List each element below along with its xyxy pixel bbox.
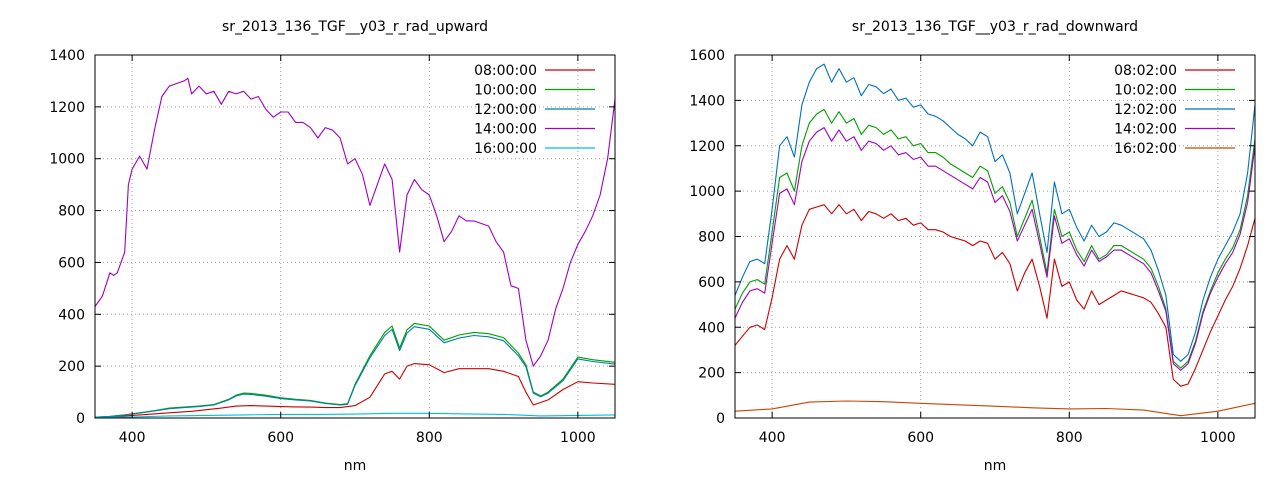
x-tick-label: 400 [759, 430, 786, 446]
downward-radiance-chart: 400 600 800 1000 0 200 400 600 800 1000 1200 1400 16… [689, 19, 1256, 474]
series-line-140200 [735, 127, 1255, 371]
y-tick-label: 800 [698, 230, 725, 246]
series-line-080000 [95, 363, 615, 418]
x-tick-label: 400 [119, 430, 146, 446]
legend-label: 08:02:00 [1114, 63, 1177, 79]
chart-title: sr_2013_136_TGF__y03_r_rad_upward [222, 19, 488, 35]
y-tick-label: 0 [716, 411, 725, 427]
x-axis-label: nm [344, 458, 367, 474]
x-tick-label: 1000 [560, 430, 596, 446]
x-tick-label: 600 [267, 430, 294, 446]
y-tick-label: 1400 [49, 48, 85, 64]
series-line-100000 [95, 322, 615, 418]
y-tick-label: 600 [58, 255, 85, 271]
upward-radiance-chart: 400 600 800 1000 0 200 400 600 800 1000 1200 1400 sr… [49, 19, 616, 474]
y-tick-label: 1400 [689, 93, 725, 109]
legend-label: 10:00:00 [474, 83, 537, 99]
series-line-100200 [735, 108, 1255, 369]
y-tick-label: 0 [76, 411, 85, 427]
y-tick-label: 400 [58, 307, 85, 323]
series-line-080200 [735, 204, 1255, 387]
series-line-160000 [95, 412, 615, 418]
plot-frame [94, 54, 616, 419]
chart-title: sr_2013_136_TGF__y03_r_rad_downward [852, 19, 1138, 35]
x-tick-label: 1000 [1200, 430, 1236, 446]
legend-label: 16:02:00 [1114, 141, 1177, 157]
series-line-120000 [95, 326, 615, 418]
legend-label: 16:00:00 [474, 141, 537, 157]
y-tick-label: 1000 [49, 152, 85, 168]
legend-label: 12:02:00 [1114, 102, 1177, 118]
y-tick-label: 400 [698, 320, 725, 336]
x-axis-label: nm [984, 458, 1007, 474]
y-tick-label: 800 [58, 204, 85, 220]
series-line-140000 [95, 77, 615, 367]
x-tick-label: 800 [416, 430, 443, 446]
series-line-120200 [735, 63, 1255, 362]
series-line-160200 [735, 400, 1255, 417]
x-tick-label: 600 [907, 430, 934, 446]
y-tick-label: 200 [698, 366, 725, 382]
legend-label: 08:00:00 [474, 63, 537, 79]
y-tick-label: 200 [58, 359, 85, 375]
y-tick-label: 1600 [689, 48, 725, 64]
legend-label: 10:02:00 [1114, 83, 1177, 99]
y-tick-label: 1200 [689, 139, 725, 155]
legend-label: 14:02:00 [1114, 122, 1177, 138]
legend-label: 12:00:00 [474, 102, 537, 118]
y-tick-label: 1200 [49, 100, 85, 116]
y-tick-label: 600 [698, 275, 725, 291]
legend-label: 14:00:00 [474, 122, 537, 138]
y-tick-label: 1000 [689, 184, 725, 200]
x-tick-label: 800 [1056, 430, 1083, 446]
